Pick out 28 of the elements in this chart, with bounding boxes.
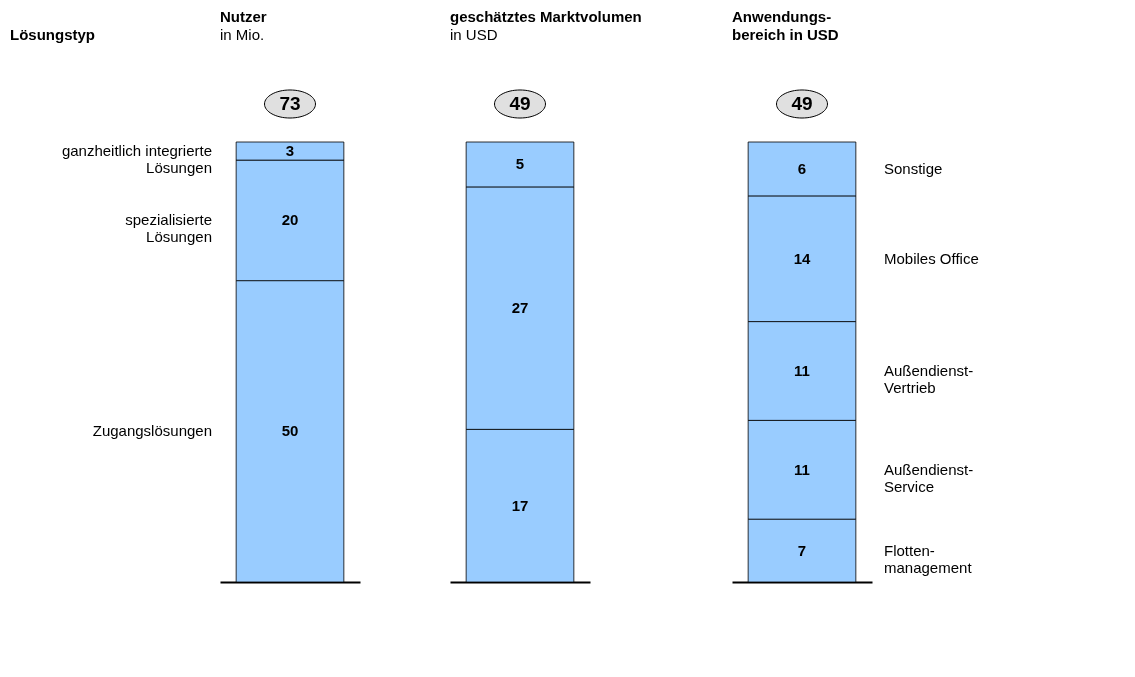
text: Lösungstyp [10,26,95,43]
data-label: 6 [797,159,807,177]
data-label: 5 [515,155,525,173]
data-label: 17 [511,496,529,514]
series-label: Mobiles Office [884,249,979,267]
data-label: 11 [794,361,810,379]
chart-subtitle: in USD [450,26,498,43]
data-label: 14 [793,249,811,267]
chart-title: geschätztes Marktvolumen [450,8,642,25]
series-label: Zugangslösungen [92,422,212,440]
data-label: 7 [797,541,807,559]
series-label: Flotten- management [884,541,973,576]
series-label: Außendienst- Vertrieb [884,361,974,396]
total-label: 49 [509,93,531,114]
data-label: 11 [794,460,810,478]
series-label: Sonstige [884,159,943,177]
series-label: Außendienst- Service [884,460,974,495]
total-label: 73 [279,93,301,114]
data-label: 20 [281,211,299,229]
series-label: spezialisierte Lösungen [125,211,212,246]
chart-subtitle: in Mio. [220,26,265,43]
data-label: 50 [281,422,299,440]
data-label: 27 [511,299,529,317]
series-label: ganzheitlich integrierte Lösungen [61,142,212,177]
data-label: 3 [285,142,295,160]
chart-title: Nutzer [220,8,267,25]
chart-title: Anwendungs- bereich in USD [732,8,839,43]
total-label: 49 [791,93,813,114]
